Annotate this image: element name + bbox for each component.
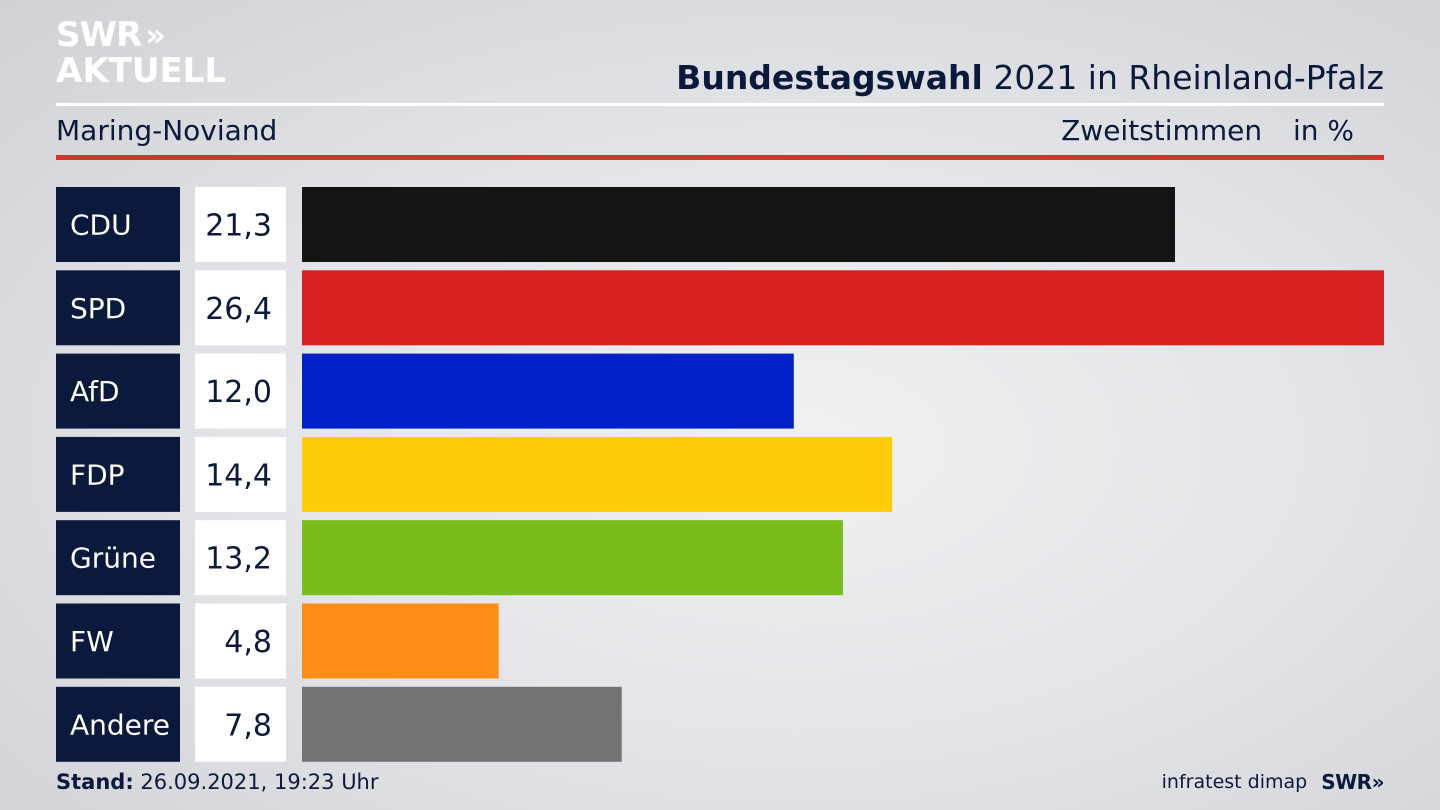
value-box-spd xyxy=(195,270,286,346)
bar-fw xyxy=(302,603,499,679)
value-label-cdu: 21,3 xyxy=(205,209,272,244)
title-region: 2021 in Rheinland-Pfalz xyxy=(993,58,1384,97)
party-label-spd: SPD xyxy=(70,292,126,325)
swr-footer-logo: SWR» xyxy=(1321,770,1384,794)
source-name: infratest dimap xyxy=(1161,771,1308,793)
value-box-andere xyxy=(195,686,286,762)
bar-cdu xyxy=(302,187,1175,262)
value-box-cdu xyxy=(195,187,286,262)
bar-gr-ne xyxy=(302,520,843,596)
party-label-gr-ne: Grüne xyxy=(70,542,156,575)
party-label-andere: Andere xyxy=(70,708,170,741)
header-divider xyxy=(56,103,1384,106)
swr-aktuell-logo: SWR » AKTUELL xyxy=(56,18,226,88)
place-name: Maring-Noviand xyxy=(56,114,278,147)
timestamp-label: Stand: xyxy=(56,770,134,794)
accent-divider xyxy=(56,155,1384,160)
value-label-gr-ne: 13,2 xyxy=(205,542,272,577)
party-label-fdp: FDP xyxy=(70,458,125,491)
bar-afd xyxy=(302,353,794,429)
bar-andere xyxy=(302,686,622,762)
vote-type: Zweitstimmen xyxy=(1061,114,1263,147)
title-election: Bundestagswahl xyxy=(676,58,983,97)
source-credit: infratest dimap SWR» xyxy=(1161,770,1385,794)
party-label-box-spd xyxy=(56,270,180,346)
party-label-box-fw xyxy=(56,603,180,679)
party-label-fw: FW xyxy=(70,625,114,658)
bar-fdp xyxy=(302,436,893,512)
party-label-box-gr-ne xyxy=(56,520,180,596)
value-box-gr-ne xyxy=(195,520,286,596)
party-label-box-fdp xyxy=(56,436,180,512)
value-label-spd: 26,4 xyxy=(205,292,272,327)
timestamp-value: 26.09.2021, 19:23 Uhr xyxy=(140,770,379,794)
value-label-fw: 4,8 xyxy=(224,625,272,660)
party-label-box-andere xyxy=(56,686,180,762)
party-label-box-cdu xyxy=(56,187,180,262)
party-label-cdu: CDU xyxy=(70,209,132,242)
logo-swr-text: SWR xyxy=(56,15,142,55)
chart-title: Bundestagswahl 2021 in Rheinland-Pfalz xyxy=(676,58,1384,97)
value-box-afd xyxy=(195,353,286,429)
party-label-afd: AfD xyxy=(70,375,120,408)
unit-label: in % xyxy=(1292,114,1354,147)
value-label-andere: 7,8 xyxy=(224,708,272,743)
value-box-fdp xyxy=(195,436,286,512)
timestamp: Stand: 26.09.2021, 19:23 Uhr xyxy=(56,770,379,794)
value-box-fw xyxy=(195,603,286,679)
value-label-afd: 12,0 xyxy=(205,375,272,410)
value-label-fdp: 14,4 xyxy=(205,458,272,493)
party-label-box-afd xyxy=(56,353,180,429)
bar-spd xyxy=(302,270,1384,346)
vote-type-label: Zweitstimmen in % xyxy=(1061,114,1354,147)
logo-aktuell-text: AKTUELL xyxy=(56,51,227,91)
